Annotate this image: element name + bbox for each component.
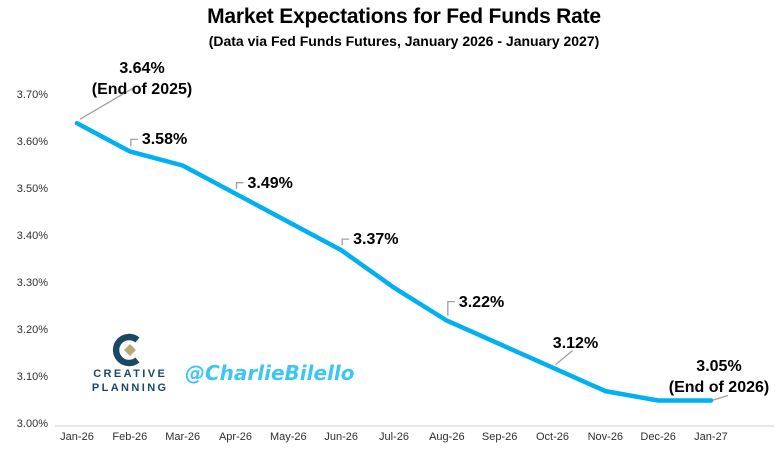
annotation-leader-line [79, 87, 134, 120]
charliebilello-watermark: @CharlieBilello [185, 361, 355, 385]
x-axis-label: Oct-26 [535, 431, 569, 443]
x-axis-label: Mar-26 [165, 431, 201, 443]
y-axis-label: 3.00% [16, 418, 48, 430]
x-axis-label: Apr-26 [218, 431, 252, 443]
y-axis-label: 3.70% [16, 89, 48, 101]
data-point-label: 3.58% [141, 131, 188, 149]
x-axis-label: Nov-26 [587, 431, 624, 443]
x-axis-label: Jan-27 [694, 431, 728, 443]
x-axis-label: Feb-26 [112, 431, 148, 443]
data-point-label: 3.22% [458, 293, 505, 311]
y-axis-label: 3.50% [16, 183, 48, 195]
annotation-leader-line [130, 138, 138, 147]
logo-text-planning: PLANNING [91, 381, 169, 394]
x-axis-label: Aug-26 [429, 431, 465, 443]
x-axis-label: Jun-26 [324, 431, 358, 443]
x-axis-label: May-26 [269, 431, 307, 443]
data-point-label: 3.49% [247, 174, 293, 192]
annotation-leader-line [341, 238, 350, 246]
data-point-label: 3.64% (End of 2025) [91, 60, 193, 99]
x-axis-label: Sep-26 [481, 431, 518, 443]
y-axis-label: 3.20% [16, 324, 48, 336]
data-point-label: 3.12% [552, 334, 599, 352]
x-axis-label: Jul-26 [379, 431, 409, 443]
y-axis-label: 3.60% [16, 136, 48, 148]
creative-planning-logo: CREATIVE PLANNING [82, 332, 176, 395]
chart-title: Market Expectations for Fed Funds Rate [207, 5, 601, 28]
annotation-leader-line [447, 300, 455, 316]
x-axis-label: Dec-26 [640, 431, 676, 443]
annotation-leader-line [555, 350, 573, 366]
y-axis-label: 3.40% [16, 230, 48, 242]
data-point-label: 3.37% [353, 231, 399, 249]
fed-funds-rate-line [74, 120, 714, 403]
creative-planning-logo-icon [112, 333, 140, 367]
y-axis-label: 3.30% [16, 277, 48, 289]
annotation-leader-line [235, 182, 244, 189]
x-axis-label: Jan-26 [60, 431, 94, 443]
y-axis-label: 3.10% [16, 371, 48, 383]
logo-text-creative: CREATIVE [93, 368, 168, 380]
chart-subtitle: (Data via Fed Funds Futures, January 202… [208, 33, 600, 49]
data-point-label: 3.05% (End of 2026) [668, 357, 770, 396]
